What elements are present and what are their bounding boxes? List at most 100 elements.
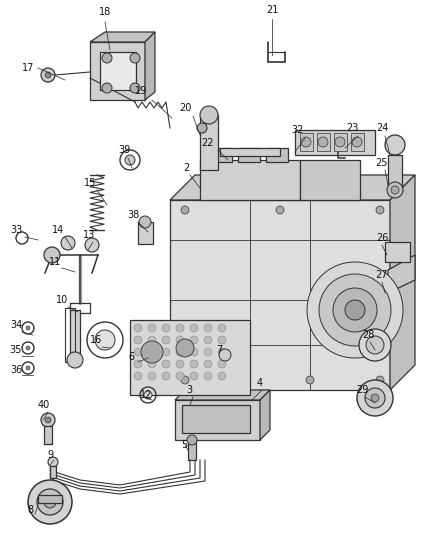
Circle shape (204, 372, 212, 380)
Bar (238, 148, 260, 162)
Polygon shape (90, 42, 145, 100)
Circle shape (204, 360, 212, 368)
Bar (188, 440, 196, 460)
Text: 3: 3 (186, 385, 192, 395)
Circle shape (139, 216, 151, 228)
Text: 6: 6 (128, 352, 134, 362)
Polygon shape (170, 175, 415, 200)
Circle shape (45, 72, 51, 78)
Bar (38, 495, 62, 503)
Circle shape (85, 238, 99, 252)
Circle shape (190, 336, 198, 344)
Circle shape (359, 329, 391, 361)
Circle shape (176, 348, 184, 356)
Text: 2: 2 (183, 163, 189, 173)
Circle shape (176, 360, 184, 368)
Circle shape (366, 336, 384, 354)
Circle shape (176, 324, 184, 332)
Text: 36: 36 (10, 365, 22, 375)
Text: 8: 8 (27, 505, 33, 515)
Text: 32: 32 (292, 125, 304, 135)
Text: 13: 13 (83, 230, 95, 240)
Text: 23: 23 (346, 123, 358, 133)
Text: 14: 14 (52, 225, 64, 235)
Bar (266, 148, 288, 162)
Text: 19: 19 (135, 86, 147, 96)
Circle shape (391, 186, 399, 194)
Text: 18: 18 (99, 7, 111, 17)
Polygon shape (260, 390, 270, 440)
Bar (70, 310, 80, 360)
Circle shape (218, 348, 226, 356)
Bar (300, 133, 313, 151)
Text: 4: 4 (257, 378, 263, 388)
Circle shape (28, 480, 72, 524)
Bar (388, 155, 402, 190)
Circle shape (148, 324, 156, 332)
Circle shape (218, 324, 226, 332)
Circle shape (190, 360, 198, 368)
Circle shape (376, 206, 384, 214)
Circle shape (176, 336, 184, 344)
Polygon shape (90, 32, 155, 42)
Circle shape (148, 348, 156, 356)
Circle shape (162, 324, 170, 332)
Circle shape (45, 417, 51, 423)
Circle shape (200, 106, 218, 124)
Circle shape (130, 53, 140, 63)
Bar (351, 133, 364, 151)
Circle shape (218, 360, 226, 368)
Circle shape (319, 274, 391, 346)
Text: 26: 26 (376, 233, 388, 243)
Text: 5: 5 (181, 440, 187, 450)
Text: 20: 20 (179, 103, 191, 113)
Circle shape (204, 336, 212, 344)
Bar (385, 242, 410, 262)
Circle shape (41, 413, 55, 427)
Polygon shape (300, 160, 360, 200)
Circle shape (181, 376, 189, 384)
Circle shape (190, 348, 198, 356)
Circle shape (134, 372, 142, 380)
Polygon shape (170, 200, 390, 390)
Circle shape (219, 349, 231, 361)
Bar (220, 148, 280, 156)
Circle shape (301, 137, 311, 147)
Circle shape (148, 372, 156, 380)
Circle shape (204, 348, 212, 356)
Circle shape (357, 380, 393, 416)
Circle shape (218, 336, 226, 344)
Circle shape (41, 68, 55, 82)
Text: 38: 38 (127, 210, 139, 220)
Polygon shape (175, 400, 260, 440)
Circle shape (37, 489, 63, 515)
Bar (295, 130, 375, 155)
Circle shape (26, 366, 30, 370)
Text: 9: 9 (47, 450, 53, 460)
Circle shape (134, 336, 142, 344)
Circle shape (44, 496, 56, 508)
Text: 33: 33 (10, 225, 22, 235)
Circle shape (187, 435, 197, 445)
Circle shape (371, 394, 379, 402)
Circle shape (134, 348, 142, 356)
Text: 12: 12 (140, 390, 152, 400)
Circle shape (176, 372, 184, 380)
Text: 29: 29 (356, 385, 368, 395)
Text: 28: 28 (362, 330, 374, 340)
Circle shape (134, 324, 142, 332)
Circle shape (130, 83, 140, 93)
Circle shape (162, 348, 170, 356)
Circle shape (218, 372, 226, 380)
Circle shape (387, 182, 403, 198)
Text: 27: 27 (376, 270, 388, 280)
Polygon shape (145, 32, 155, 100)
Text: 40: 40 (38, 400, 50, 410)
Bar (182, 405, 250, 433)
Bar (200, 115, 218, 170)
Polygon shape (390, 175, 415, 390)
Circle shape (335, 137, 345, 147)
Circle shape (190, 372, 198, 380)
Text: 35: 35 (10, 345, 22, 355)
Text: 22: 22 (202, 138, 214, 148)
